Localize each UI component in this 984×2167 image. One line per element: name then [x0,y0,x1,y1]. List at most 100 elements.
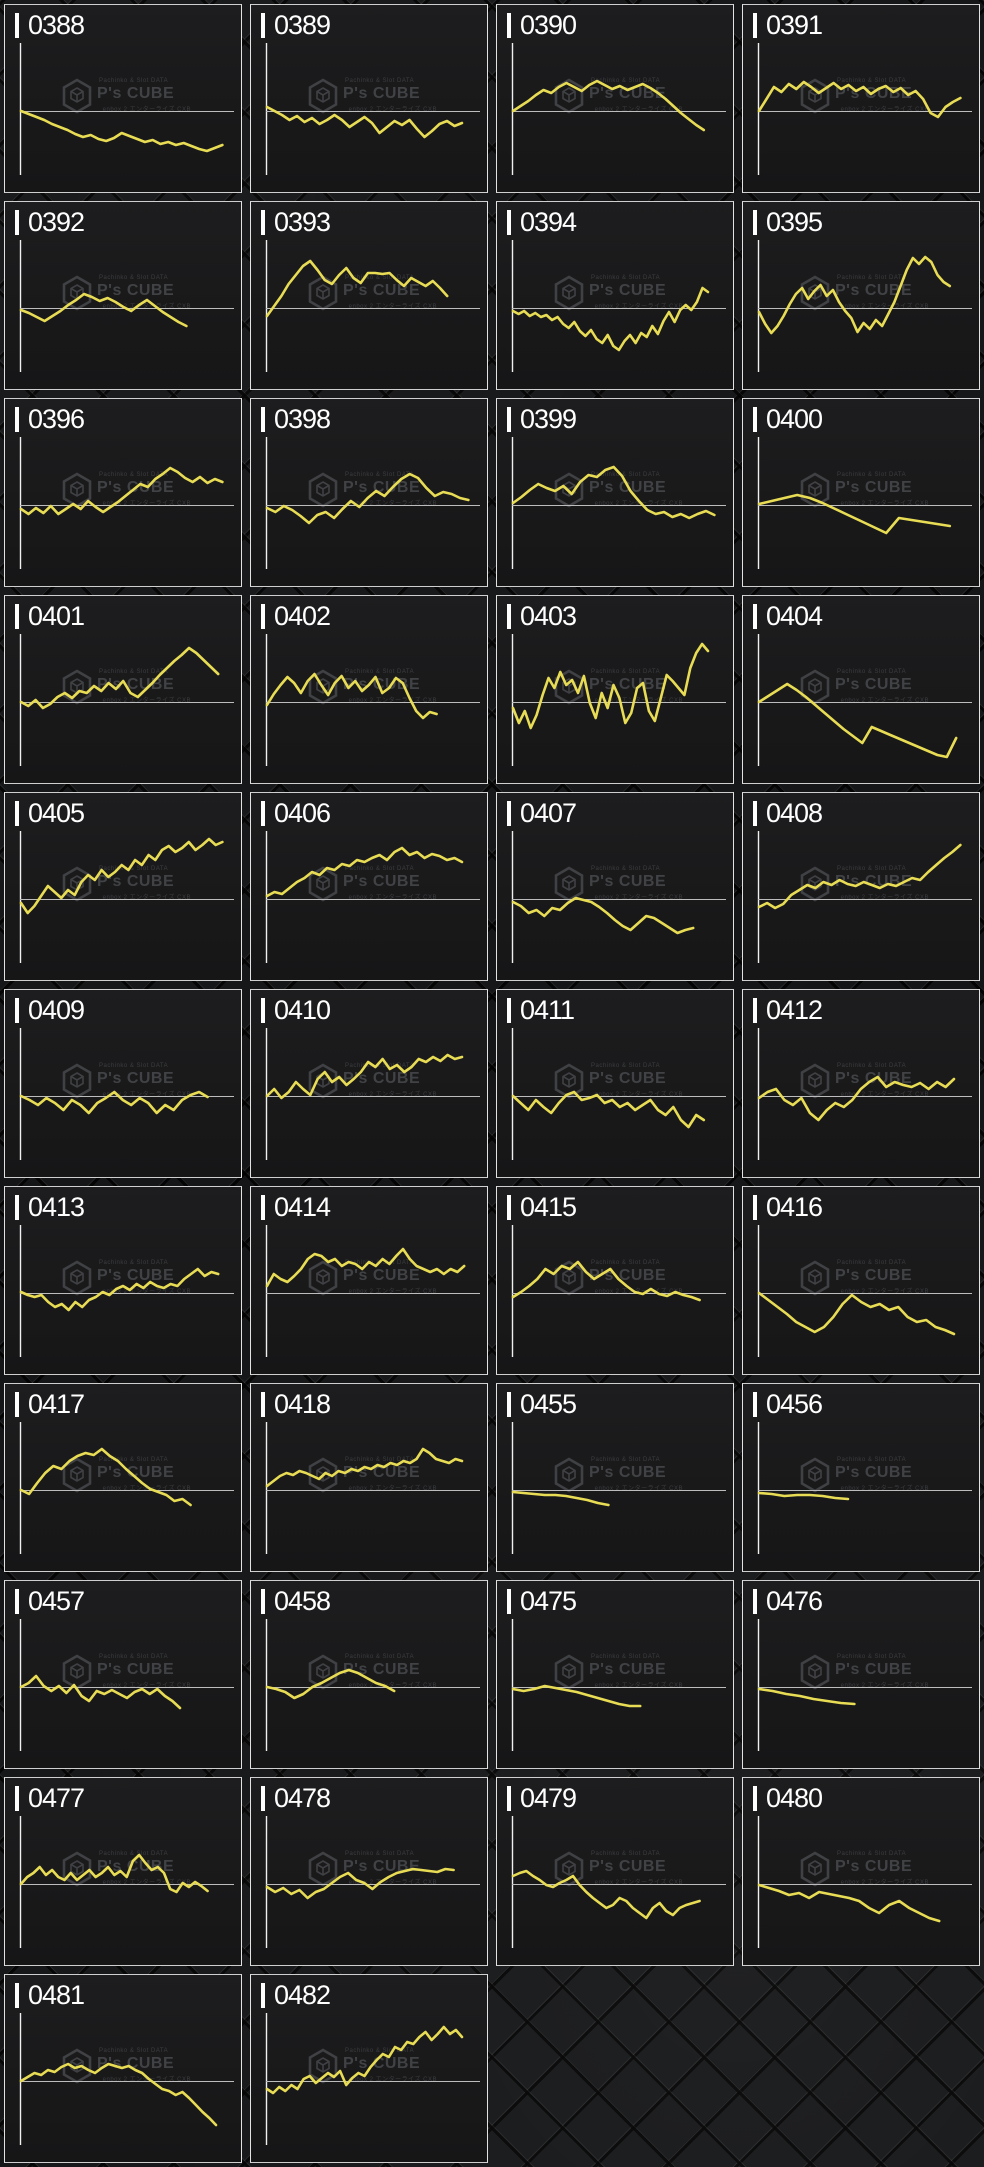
chart-panel-0396[interactable]: 0396 Pachinko & Slot DATA P's CUBE enbox… [4,398,242,587]
machine-number-label: 0416 [766,1192,823,1222]
chart-panel-0476[interactable]: 0476 Pachinko & Slot DATA P's CUBE enbox… [742,1580,980,1769]
chart-panel-0399[interactable]: 0399 Pachinko & Slot DATA P's CUBE enbox… [496,398,734,587]
data-line [757,80,962,119]
data-line [511,642,710,730]
chart-panel-0410[interactable]: 0410 Pachinko & Slot DATA P's CUBE enbox… [250,989,488,1178]
chart-panel-0417[interactable]: 0417 Pachinko & Slot DATA P's CUBE enbox… [4,1383,242,1572]
data-line [511,1260,701,1302]
slump-graph [19,437,234,569]
data-line [511,1684,642,1708]
data-line [757,843,962,910]
chart-panel-0415[interactable]: 0415 Pachinko & Slot DATA P's CUBE enbox… [496,1186,734,1375]
slump-graph [757,831,972,963]
machine-number-label: 0411 [520,995,575,1025]
slump-graph [511,1422,726,1554]
slump-graph [757,1816,972,1948]
chart-panel-0390[interactable]: 0390 Pachinko & Slot DATA P's CUBE enbox… [496,4,734,193]
chart-panel-0413[interactable]: 0413 Pachinko & Slot DATA P's CUBE enbox… [4,1186,242,1375]
label-tick [261,998,265,1023]
machine-number-label: 0417 [28,1389,85,1419]
slump-graph [265,437,480,569]
slump-graph [265,2013,480,2145]
label-tick [261,801,265,826]
chart-panel-0392[interactable]: 0392 Pachinko & Slot DATA P's CUBE enbox… [4,201,242,390]
chart-panel-0480[interactable]: 0480 Pachinko & Slot DATA P's CUBE enbox… [742,1777,980,1966]
chart-panel-0456[interactable]: 0456 Pachinko & Slot DATA P's CUBE enbox… [742,1383,980,1572]
label-tick [15,13,19,38]
data-line [19,1267,220,1312]
slump-graph [511,1816,726,1948]
chart-panel-0405[interactable]: 0405 Pachinko & Slot DATA P's CUBE enbox… [4,792,242,981]
machine-number-label: 0414 [274,1192,331,1222]
slump-graph [265,1028,480,1160]
slump-graph [19,1816,234,1948]
data-line [265,1668,396,1700]
slump-graph [265,1225,480,1357]
label-tick [753,1195,757,1220]
machine-number-label: 0391 [766,10,823,40]
chart-panel-0406[interactable]: 0406 Pachinko & Slot DATA P's CUBE enbox… [250,792,488,981]
machine-number-label: 0413 [28,1192,85,1222]
machine-number-label: 0482 [274,1980,331,2010]
chart-panel-0403[interactable]: 0403 Pachinko & Slot DATA P's CUBE enbox… [496,595,734,784]
chart-panel-0407[interactable]: 0407 Pachinko & Slot DATA P's CUBE enbox… [496,792,734,981]
chart-panel-0388[interactable]: 0388 Pachinko & Slot DATA P's CUBE enbox… [4,4,242,193]
machine-number-label: 0412 [766,995,823,1025]
chart-panel-0482[interactable]: 0482 Pachinko & Slot DATA P's CUBE enbox… [250,1974,488,2163]
machine-number-label: 0388 [28,10,85,40]
chart-panel-0481[interactable]: 0481 Pachinko & Slot DATA P's CUBE enbox… [4,1974,242,2163]
slump-graph [19,1619,234,1751]
chart-panel-0455[interactable]: 0455 Pachinko & Slot DATA P's CUBE enbox… [496,1383,734,1572]
chart-panel-0402[interactable]: 0402 Pachinko & Slot DATA P's CUBE enbox… [250,595,488,784]
data-line [757,1291,956,1336]
data-line [511,896,695,935]
chart-panel-0479[interactable]: 0479 Pachinko & Slot DATA P's CUBE enbox… [496,1777,734,1966]
machine-number-label: 0390 [520,10,577,40]
slump-graph [757,634,972,766]
label-tick [15,998,19,1023]
chart-panel-0477[interactable]: 0477 Pachinko & Slot DATA P's CUBE enbox… [4,1777,242,1966]
machine-number-label: 0481 [28,1980,85,2010]
machine-number-label: 0402 [274,601,331,631]
label-tick [507,998,511,1023]
data-line [511,465,716,520]
data-line [19,109,224,153]
data-line [757,255,952,335]
chart-panel-0404[interactable]: 0404 Pachinko & Slot DATA P's CUBE enbox… [742,595,980,784]
chart-panel-0401[interactable]: 0401 Pachinko & Slot DATA P's CUBE enbox… [4,595,242,784]
chart-panel-0395[interactable]: 0395 Pachinko & Slot DATA P's CUBE enbox… [742,201,980,390]
machine-number-label: 0396 [28,404,85,434]
chart-panel-0411[interactable]: 0411 Pachinko & Slot DATA P's CUBE enbox… [496,989,734,1178]
chart-panel-0475[interactable]: 0475 Pachinko & Slot DATA P's CUBE enbox… [496,1580,734,1769]
chart-panel-0389[interactable]: 0389 Pachinko & Slot DATA P's CUBE enbox… [250,4,488,193]
data-line [757,682,958,759]
label-tick [753,1786,757,1811]
data-line [19,2062,218,2127]
chart-panel-0400[interactable]: 0400 Pachinko & Slot DATA P's CUBE enbox… [742,398,980,587]
chart-panel-0478[interactable]: 0478 Pachinko & Slot DATA P's CUBE enbox… [250,1777,488,1966]
chart-panel-0393[interactable]: 0393 Pachinko & Slot DATA P's CUBE enbox… [250,201,488,390]
chart-panel-0398[interactable]: 0398 Pachinko & Slot DATA P's CUBE enbox… [250,398,488,587]
chart-panel-0418[interactable]: 0418 Pachinko & Slot DATA P's CUBE enbox… [250,1383,488,1572]
machine-number-label: 0394 [520,207,577,237]
chart-panel-0458[interactable]: 0458 Pachinko & Slot DATA P's CUBE enbox… [250,1580,488,1769]
chart-panel-0391[interactable]: 0391 Pachinko & Slot DATA P's CUBE enbox… [742,4,980,193]
slump-graph [265,831,480,963]
chart-panel-0412[interactable]: 0412 Pachinko & Slot DATA P's CUBE enbox… [742,989,980,1178]
chart-panel-0414[interactable]: 0414 Pachinko & Slot DATA P's CUBE enbox… [250,1186,488,1375]
data-line [19,1090,209,1115]
label-tick [507,407,511,432]
chart-panel-0394[interactable]: 0394 Pachinko & Slot DATA P's CUBE enbox… [496,201,734,390]
slump-graph [757,1422,972,1554]
chart-panel-0408[interactable]: 0408 Pachinko & Slot DATA P's CUBE enbox… [742,792,980,981]
machine-number-label: 0479 [520,1783,577,1813]
data-line [265,1447,464,1488]
chart-panel-0416[interactable]: 0416 Pachinko & Slot DATA P's CUBE enbox… [742,1186,980,1375]
data-line [19,1674,182,1710]
chart-panel-0409[interactable]: 0409 Pachinko & Slot DATA P's CUBE enbox… [4,989,242,1178]
slump-graph [511,437,726,569]
slump-graph [511,1619,726,1751]
label-tick [261,604,265,629]
machine-number-label: 0477 [28,1783,85,1813]
chart-panel-0457[interactable]: 0457 Pachinko & Slot DATA P's CUBE enbox… [4,1580,242,1769]
